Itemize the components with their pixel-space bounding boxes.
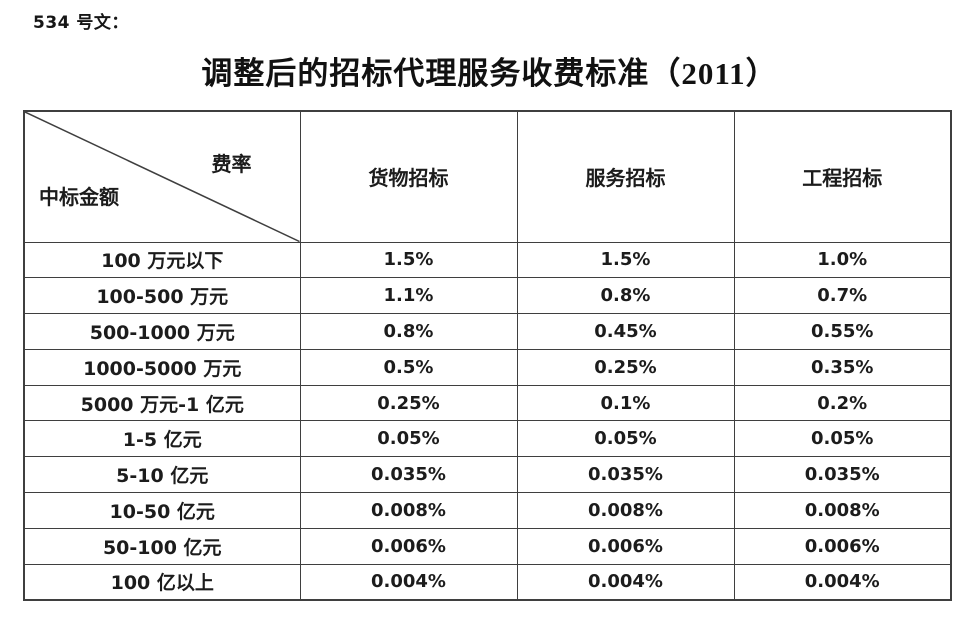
column-header-goods: 货物招标 [299, 110, 518, 243]
engineering-fee-cell: 0.7% [733, 277, 952, 315]
amount-cell: 100 亿以上 [23, 563, 301, 601]
amount-cell: 5000 万元-1 亿元 [23, 384, 301, 422]
fee-rate-table: 费率 中标金额 货物招标 服务招标 工程招标 100 万元以下 1.5% 1.5… [23, 110, 952, 601]
engineering-fee-cell: 0.35% [733, 348, 952, 386]
service-fee-cell: 0.035% [516, 456, 735, 494]
column-header-engineering: 工程招标 [733, 110, 952, 243]
table-row: 1000-5000 万元 0.5% 0.25% 0.35% [23, 348, 952, 386]
service-fee-cell: 0.25% [516, 348, 735, 386]
table-row: 5000 万元-1 亿元 0.25% 0.1% 0.2% [23, 384, 952, 422]
diagonal-corner-cell: 费率 中标金额 [23, 110, 301, 243]
corner-label-fee-rate: 费率 [211, 154, 252, 176]
goods-fee-cell: 0.5% [299, 348, 518, 386]
service-fee-cell: 0.006% [516, 527, 735, 565]
page-title: 调整后的招标代理服务收费标准（2011） [201, 56, 778, 91]
amount-cell: 1-5 亿元 [23, 420, 301, 458]
diagonal-corner-inner: 费率 中标金额 [25, 112, 300, 242]
engineering-fee-cell: 0.55% [733, 313, 952, 350]
table-row: 100 万元以下 1.5% 1.5% 1.0% [23, 241, 952, 279]
service-fee-cell: 0.004% [516, 563, 735, 601]
service-fee-cell: 1.5% [516, 241, 735, 279]
corner-label-bid-amount: 中标金额 [39, 186, 119, 209]
goods-fee-cell: 0.006% [299, 527, 518, 565]
column-header-service: 服务招标 [516, 110, 735, 243]
engineering-fee-cell: 0.05% [733, 420, 952, 458]
goods-fee-cell: 0.05% [299, 420, 518, 458]
service-fee-cell: 0.1% [516, 384, 735, 422]
engineering-fee-cell: 0.006% [733, 527, 952, 565]
table-row: 500-1000 万元 0.8% 0.45% 0.55% [23, 313, 952, 350]
amount-cell: 100-500 万元 [23, 277, 301, 315]
amount-cell: 5-10 亿元 [23, 456, 301, 494]
amount-cell: 500-1000 万元 [23, 313, 301, 350]
service-fee-cell: 0.008% [516, 492, 735, 529]
goods-fee-cell: 0.25% [299, 384, 518, 422]
goods-fee-cell: 0.8% [299, 313, 518, 350]
service-fee-cell: 0.8% [516, 277, 735, 315]
table-header-row: 费率 中标金额 货物招标 服务招标 工程招标 [23, 110, 952, 243]
doc-number-label: 534 号文： [33, 13, 129, 33]
service-fee-cell: 0.45% [516, 313, 735, 350]
engineering-fee-cell: 0.004% [733, 563, 952, 601]
diagonal-divider-line [25, 112, 300, 242]
amount-cell: 10-50 亿元 [23, 492, 301, 529]
engineering-fee-cell: 1.0% [733, 241, 952, 279]
goods-fee-cell: 0.004% [299, 563, 518, 601]
table-row: 10-50 亿元 0.008% 0.008% 0.008% [23, 492, 952, 529]
amount-cell: 1000-5000 万元 [23, 348, 301, 386]
table-row: 50-100 亿元 0.006% 0.006% 0.006% [23, 527, 952, 565]
engineering-fee-cell: 0.035% [733, 456, 952, 494]
table-row: 1-5 亿元 0.05% 0.05% 0.05% [23, 420, 952, 458]
goods-fee-cell: 1.5% [299, 241, 518, 279]
service-fee-cell: 0.05% [516, 420, 735, 458]
amount-cell: 100 万元以下 [23, 241, 301, 279]
table-row: 5-10 亿元 0.035% 0.035% 0.035% [23, 456, 952, 494]
goods-fee-cell: 1.1% [299, 277, 518, 315]
goods-fee-cell: 0.008% [299, 492, 518, 529]
table-row: 100-500 万元 1.1% 0.8% 0.7% [23, 277, 952, 315]
amount-cell: 50-100 亿元 [23, 527, 301, 565]
goods-fee-cell: 0.035% [299, 456, 518, 494]
engineering-fee-cell: 0.008% [733, 492, 952, 529]
engineering-fee-cell: 0.2% [733, 384, 952, 422]
table-row: 100 亿以上 0.004% 0.004% 0.004% [23, 563, 952, 601]
